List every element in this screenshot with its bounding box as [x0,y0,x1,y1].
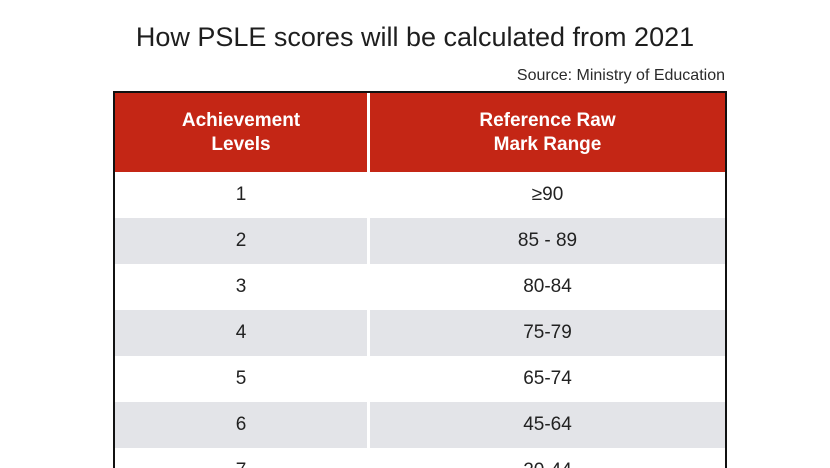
header-line: Levels [211,133,271,155]
header-line: Mark Range [493,133,602,155]
cell-range: ≥90 [370,172,725,218]
cell-range: 80-84 [370,264,725,310]
cell-range: 65-74 [370,356,725,402]
table-row: 1 ≥90 [115,172,725,218]
achievement-levels-table: Achievement Levels Reference Raw Mark Ra… [115,93,725,468]
source-caption: Source: Ministry of Education [516,67,725,84]
cell-range: 75-79 [370,310,725,356]
page-title: How PSLE scores will be calculated from … [135,22,695,52]
psle-table: Achievement Levels Reference Raw Mark Ra… [113,91,727,468]
table-row: 5 65-74 [115,356,725,402]
cell-level: 6 [115,402,370,448]
table-row: 2 85 - 89 [115,218,725,264]
table-row: 3 80-84 [115,264,725,310]
header-achievement-levels: Achievement Levels [115,93,370,172]
table-row: 4 75-79 [115,310,725,356]
cell-range: 20-44 [370,448,725,468]
cell-level: 4 [115,310,370,356]
cell-range: 45-64 [370,402,725,448]
header-reference-raw-mark-range: Reference Raw Mark Range [370,93,725,172]
table-row: 7 20-44 [115,448,725,468]
cell-level: 2 [115,218,370,264]
cell-range: 85 - 89 [370,218,725,264]
header-line: Reference Raw [479,109,616,131]
cell-level: 1 [115,172,370,218]
header-line: Achievement [181,109,301,131]
table-header-row: Achievement Levels Reference Raw Mark Ra… [115,93,725,172]
cell-level: 7 [115,448,370,468]
cell-level: 3 [115,264,370,310]
cell-level: 5 [115,356,370,402]
table-row: 6 45-64 [115,402,725,448]
